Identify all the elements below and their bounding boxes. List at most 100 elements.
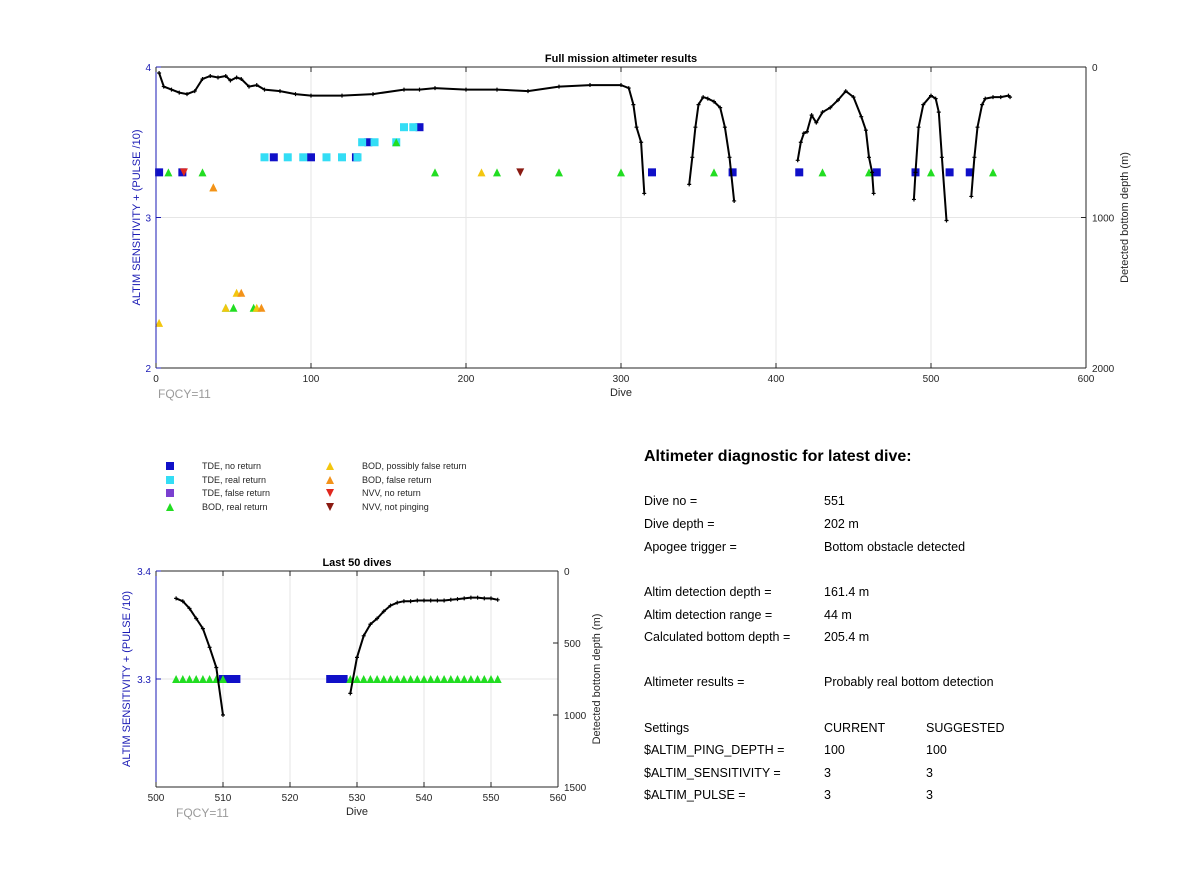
series-point [209, 183, 218, 192]
depth-point [169, 87, 174, 92]
depth-point [247, 84, 251, 89]
series-point [555, 168, 563, 177]
series-bod-real-return [172, 675, 502, 683]
series-nvv-no-return [179, 168, 188, 177]
depth-point [464, 87, 468, 92]
series-point [155, 168, 164, 177]
settings-current: 3 [824, 788, 831, 802]
settings-row-ping-depth: $ALTIM_PING_DEPTH = 100 100 [644, 743, 1164, 759]
depth-point [214, 665, 219, 670]
series-point [373, 675, 382, 683]
diag-row-dive-no: Dive no = 551 [644, 494, 1164, 510]
diagnostic-title: Altimeter diagnostic for latest dive: [644, 448, 912, 465]
series-point [322, 153, 331, 162]
depth-point [972, 155, 977, 160]
depth-point [701, 95, 706, 100]
series-point [225, 675, 234, 683]
depth-line [158, 72, 646, 194]
series-point [155, 318, 164, 327]
legend-label: BOD, real return [202, 502, 268, 512]
series-point [865, 168, 873, 177]
settings-header-label: Settings [644, 721, 690, 735]
series-point [480, 675, 489, 683]
depth-point [975, 125, 980, 130]
diag-row-bottom-depth: Calculated bottom depth = 205.4 m [644, 630, 1164, 646]
depth-point [194, 616, 199, 621]
depth-point [933, 96, 938, 101]
depth-point [293, 92, 298, 97]
depth-point [388, 603, 393, 608]
legend-item: BOD, possibly false return [326, 461, 467, 471]
legend: TDE, no return TDE, real return TDE, false… [166, 461, 467, 512]
series-point [433, 675, 442, 683]
legend-label: TDE, real return [202, 475, 266, 485]
series-point [192, 675, 201, 683]
depth-point [969, 194, 974, 199]
depth-point [375, 616, 380, 621]
series-point [477, 168, 486, 177]
depth-point [455, 597, 460, 602]
series-point [283, 153, 292, 162]
diag-row-dive-depth: Dive depth = 202 m [644, 517, 1164, 533]
diag-label: Apogee trigger = [644, 540, 737, 554]
depth-point [462, 596, 467, 601]
x-tick-label: 520 [282, 793, 299, 804]
depth-point [401, 599, 406, 604]
depth-point [422, 598, 426, 603]
depth-point [239, 77, 244, 82]
depth-series [157, 71, 1013, 223]
x-tick-label: 550 [483, 793, 500, 804]
depth-point [991, 95, 995, 100]
depth-point [690, 155, 695, 160]
series-point [229, 303, 238, 312]
series-point [166, 476, 174, 484]
depth-point [200, 626, 205, 631]
y-axis-label: ALTIM SENSITIVITY + (PULSE /10) [131, 130, 143, 306]
y-right-tick-label: 1000 [1092, 214, 1115, 225]
depth-point [340, 93, 344, 98]
depth-point [718, 105, 723, 110]
x-tick-label: 540 [416, 793, 433, 804]
y-tick-label: 3 [145, 214, 151, 225]
series-point [338, 153, 346, 162]
settings-header: Settings CURRENT SUGGESTED [644, 721, 1164, 737]
series-point [927, 168, 935, 177]
diag-label: Calculated bottom depth = [644, 630, 791, 644]
diag-label: Dive no = [644, 494, 698, 508]
legend-item: TDE, no return [166, 461, 261, 471]
depth-point [161, 84, 166, 89]
x-tick-label: 100 [303, 374, 320, 385]
depth-point [435, 598, 440, 603]
series-point [487, 675, 495, 683]
depth-point [809, 113, 814, 118]
series-point [172, 675, 181, 683]
series-point [326, 476, 334, 484]
settings-current: 3 [824, 766, 831, 780]
y-right-tick-label: 2000 [1092, 364, 1115, 375]
series-point [965, 168, 974, 177]
series-point [339, 675, 348, 683]
y-right-tick-label: 1000 [564, 711, 587, 722]
series-point [326, 462, 334, 470]
depth-point [870, 170, 875, 175]
depth-point [368, 622, 373, 627]
depth-point [157, 71, 162, 76]
depth-point [696, 102, 701, 107]
depth-point [475, 595, 480, 600]
series-point [386, 675, 395, 683]
diag-value: 551 [824, 494, 845, 508]
settings-suggested: 3 [926, 788, 933, 802]
depth-point [939, 155, 944, 160]
depth-point [634, 125, 639, 130]
depth-point [983, 96, 988, 101]
series-point [237, 288, 246, 297]
series-point [166, 489, 174, 497]
depth-point [254, 83, 259, 88]
depth-point [619, 83, 623, 88]
y-tick-label: 3.4 [137, 567, 151, 578]
series-point [366, 675, 375, 683]
depth-line [175, 597, 224, 716]
depth-line [796, 89, 875, 194]
depth-point [208, 74, 213, 79]
